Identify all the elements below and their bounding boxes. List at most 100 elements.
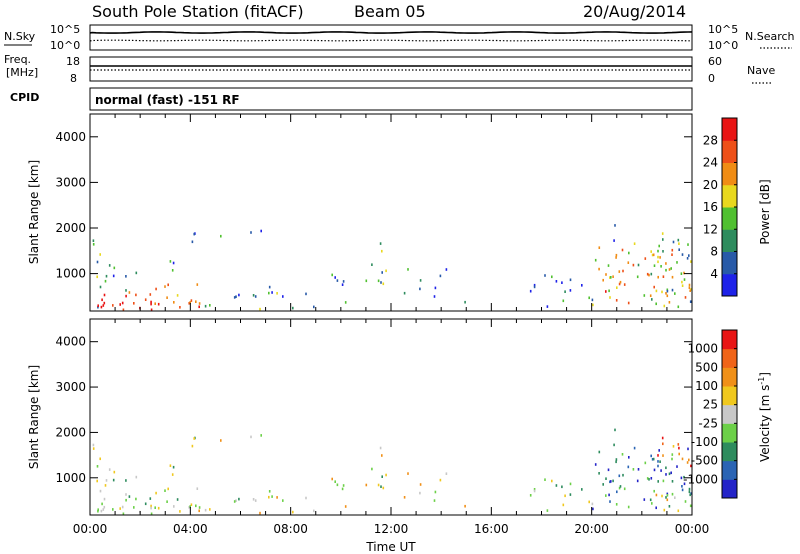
velocity-xlabel: Time UT — [365, 540, 416, 554]
echo-cell — [276, 292, 278, 295]
echo-cell — [533, 283, 536, 287]
colorbar-swatch — [722, 162, 737, 186]
echo-cell — [172, 465, 175, 469]
echo-cell — [341, 283, 344, 286]
cpid-text: normal (fast) -151 RF — [95, 93, 240, 107]
echo-cell — [657, 480, 659, 483]
echo-cell — [668, 505, 671, 508]
echo-cell — [605, 494, 607, 497]
echo-cell — [238, 497, 240, 501]
echo-cell — [619, 280, 622, 284]
echo-cell — [657, 460, 659, 463]
echo-cell — [439, 274, 442, 278]
colorbar-tick-label: 16 — [703, 200, 718, 214]
echo-cell — [689, 289, 691, 292]
echo-cell — [336, 279, 339, 282]
echo-cell — [555, 484, 558, 487]
colorbar-swatch — [722, 423, 737, 443]
echo-cell — [135, 475, 138, 479]
nsky-tick-top: 10^5 — [50, 23, 80, 36]
echo-cell — [678, 248, 680, 251]
echo-cell — [190, 503, 193, 506]
echo-cell — [191, 240, 194, 244]
echo-cell — [686, 461, 689, 464]
echo-cell — [533, 489, 536, 493]
echo-cell — [529, 289, 532, 293]
echo-cell — [612, 275, 614, 278]
echo-cell — [683, 475, 685, 479]
echo-cell — [655, 302, 657, 306]
echo-cell — [618, 474, 621, 478]
echo-cell — [112, 304, 114, 307]
echo-cell — [176, 498, 179, 501]
echo-cell — [220, 234, 222, 238]
echo-cell — [155, 491, 157, 495]
echo-cell — [191, 444, 194, 448]
echo-cell — [644, 461, 647, 465]
echo-cell — [112, 274, 115, 278]
echo-cell — [149, 497, 152, 500]
echo-cell — [195, 300, 197, 303]
colorbar-tick-label: 1000 — [687, 342, 718, 356]
echo-cell — [598, 472, 600, 475]
echo-cell — [99, 457, 101, 461]
colorbar-swatch — [722, 273, 737, 297]
echo-cell — [646, 477, 649, 480]
echo-cell — [92, 243, 95, 246]
echo-cell — [689, 493, 691, 497]
echo-cell — [233, 296, 236, 299]
colorbar-tick-label: 25 — [703, 398, 718, 412]
power-cells — [92, 224, 692, 312]
echo-cell — [607, 468, 610, 472]
echo-cell — [113, 266, 116, 270]
echo-cell — [133, 506, 135, 509]
echo-cell — [125, 493, 127, 496]
echo-cell — [276, 496, 278, 499]
echo-cell — [618, 486, 621, 490]
echo-cell — [407, 268, 409, 271]
echo-cell — [650, 250, 652, 253]
echo-cell — [689, 504, 692, 508]
echo-cell — [687, 447, 689, 451]
echo-cell — [551, 479, 553, 483]
colorbar-tick-label: 24 — [703, 156, 718, 170]
echo-cell — [657, 454, 659, 457]
echo-cell — [125, 498, 127, 502]
echo-cell — [677, 443, 680, 446]
echo-cell — [622, 269, 624, 273]
echo-cell — [561, 281, 563, 284]
echo-cell — [419, 491, 421, 495]
echo-cell — [188, 506, 190, 509]
echo-cell — [616, 490, 618, 494]
echo-cell — [660, 469, 662, 472]
echo-cell — [252, 498, 255, 501]
freq-label-line2: [MHz] — [6, 66, 38, 79]
echo-cell — [643, 498, 646, 501]
echo-cell — [97, 509, 99, 513]
echo-cell — [198, 506, 201, 509]
echo-cell — [690, 260, 692, 263]
echo-cell — [614, 224, 616, 227]
echo-cell — [252, 294, 255, 297]
echo-cell — [671, 457, 673, 461]
echo-cell — [97, 305, 99, 309]
echo-cell — [445, 472, 448, 475]
echo-cell — [533, 285, 536, 289]
colorbar-tick-label: 28 — [703, 133, 718, 147]
echo-cell — [144, 502, 147, 506]
echo-cell — [135, 271, 138, 275]
echo-cell — [419, 287, 421, 291]
echo-cell — [562, 299, 565, 303]
echo-cell — [650, 272, 653, 276]
echo-cell — [546, 509, 549, 512]
echo-cell — [305, 496, 307, 500]
echo-cell — [155, 287, 157, 291]
echo-cell — [569, 493, 572, 496]
x-tick-label: 04:00 — [173, 522, 208, 536]
echo-cell — [671, 275, 674, 279]
echo-cell — [602, 278, 604, 282]
echo-cell — [271, 495, 273, 498]
echo-cell — [167, 283, 169, 287]
colorbar-swatch — [722, 251, 737, 275]
echo-cell — [445, 268, 448, 271]
